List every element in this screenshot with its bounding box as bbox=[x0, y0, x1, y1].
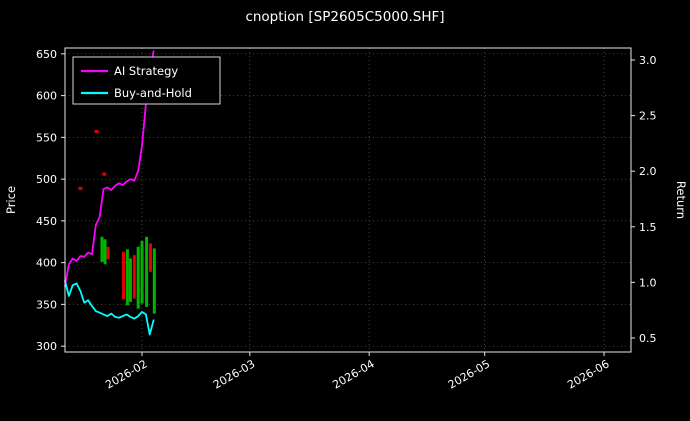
x-tick-label: 2026-05 bbox=[446, 357, 492, 391]
candle-bar-down bbox=[132, 255, 136, 299]
left-tick-label: 550 bbox=[36, 131, 57, 144]
x-tick-label: 2026-03 bbox=[211, 357, 257, 391]
trade-mark bbox=[78, 186, 83, 190]
trade-mark bbox=[94, 130, 99, 134]
y-axis-label-return: Return bbox=[674, 181, 688, 219]
left-tick-label: 500 bbox=[36, 173, 57, 186]
candle-bar-down bbox=[148, 243, 152, 272]
grid-lines bbox=[65, 48, 631, 352]
candle-bar-up bbox=[136, 246, 140, 309]
candle-bar-down bbox=[106, 246, 110, 260]
candle-bar-up bbox=[125, 249, 129, 306]
chart-title: cnoption [SP2605C5000.SHF] bbox=[245, 9, 444, 25]
right-tick-label: 1.5 bbox=[639, 221, 657, 234]
x-tick-label: 2026-06 bbox=[565, 357, 611, 391]
left-tick-label: 400 bbox=[36, 257, 57, 270]
trade-mark bbox=[102, 172, 107, 176]
candle-bar-up bbox=[140, 240, 144, 304]
legend: AI Strategy Buy-and-Hold bbox=[72, 56, 221, 105]
trade-marks bbox=[78, 130, 107, 190]
x-tick-label: 2026-04 bbox=[330, 357, 376, 391]
axis-ticks bbox=[61, 53, 635, 356]
left-tick-label: 350 bbox=[36, 298, 57, 311]
left-tick-label: 650 bbox=[36, 48, 57, 61]
legend-label-buy-and-hold: Buy-and-Hold bbox=[114, 86, 192, 100]
candle-bar-down bbox=[122, 251, 126, 300]
left-tick-label: 450 bbox=[36, 215, 57, 228]
series-lines bbox=[64, 50, 155, 336]
right-tick-label: 0.5 bbox=[639, 332, 657, 345]
candle-bar-up bbox=[100, 236, 104, 262]
candle-bar-up bbox=[145, 236, 149, 307]
candle-bar-up bbox=[103, 239, 107, 265]
candlestick-bars bbox=[100, 236, 156, 314]
candle-bar-up bbox=[152, 248, 156, 314]
legend-label-ai-strategy: AI Strategy bbox=[114, 64, 178, 78]
y-axis-label-price: Price bbox=[4, 186, 18, 214]
series-line-ai-strategy bbox=[64, 50, 155, 287]
right-tick-label: 1.0 bbox=[639, 276, 657, 289]
left-tick-label: 600 bbox=[36, 90, 57, 103]
candle-bar-up bbox=[128, 258, 132, 302]
x-tick-label: 2026-02 bbox=[103, 357, 149, 391]
plot-border bbox=[64, 47, 632, 353]
legend-box bbox=[72, 56, 221, 105]
right-tick-label: 2.0 bbox=[639, 165, 657, 178]
left-tick-label: 300 bbox=[36, 340, 57, 353]
right-tick-label: 3.0 bbox=[639, 54, 657, 67]
right-tick-label: 2.5 bbox=[639, 110, 657, 123]
series-line-buy-and-hold bbox=[64, 280, 155, 336]
